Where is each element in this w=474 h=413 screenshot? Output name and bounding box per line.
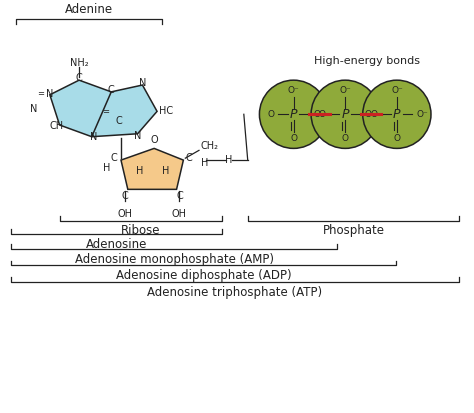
Circle shape	[259, 80, 328, 148]
Text: H: H	[136, 166, 143, 176]
Text: N: N	[29, 104, 37, 114]
Text: O: O	[370, 110, 377, 119]
Text: Adenosine monophosphate (AMP): Adenosine monophosphate (AMP)	[74, 253, 273, 266]
Text: C: C	[108, 85, 115, 95]
Text: O⁻: O⁻	[288, 86, 300, 95]
Text: H: H	[162, 166, 170, 176]
Text: O: O	[290, 134, 297, 143]
Text: High-energy bonds: High-energy bonds	[314, 56, 419, 66]
Text: HC: HC	[159, 107, 173, 116]
Text: N: N	[134, 131, 141, 141]
Text: =: =	[37, 89, 45, 98]
Text: Adenosine diphosphate (ADP): Adenosine diphosphate (ADP)	[116, 269, 291, 282]
Circle shape	[311, 80, 379, 148]
Text: N: N	[90, 132, 97, 142]
Text: C: C	[116, 116, 122, 126]
Text: O: O	[150, 135, 158, 145]
Text: O: O	[365, 110, 372, 119]
Text: H: H	[225, 155, 232, 165]
Text: =: =	[102, 107, 109, 116]
Polygon shape	[50, 80, 118, 137]
Text: O⁻: O⁻	[391, 86, 403, 95]
Text: CH₂: CH₂	[201, 141, 219, 152]
Text: O: O	[342, 134, 349, 143]
Text: N: N	[46, 89, 54, 99]
Text: P: P	[393, 108, 401, 121]
Text: O⁻: O⁻	[416, 110, 428, 119]
Text: C: C	[185, 153, 192, 163]
Text: Adenosine triphosphate (ATP): Adenosine triphosphate (ATP)	[147, 286, 323, 299]
Text: O⁻: O⁻	[339, 86, 351, 95]
Text: H: H	[103, 163, 110, 173]
Text: Phosphate: Phosphate	[322, 224, 384, 237]
Polygon shape	[92, 85, 157, 137]
Text: H: H	[201, 158, 208, 168]
Text: O: O	[393, 134, 401, 143]
Text: Adenosine: Adenosine	[86, 238, 147, 251]
Text: C: C	[176, 191, 183, 201]
Text: O: O	[319, 110, 326, 119]
Circle shape	[363, 80, 431, 148]
Text: C: C	[76, 73, 82, 83]
Text: P: P	[290, 108, 297, 121]
Text: OH: OH	[172, 209, 187, 219]
Text: C: C	[110, 153, 117, 163]
Text: N: N	[139, 78, 146, 88]
Text: Adenine: Adenine	[65, 3, 113, 16]
Text: CH: CH	[50, 121, 64, 131]
Text: Ribose: Ribose	[121, 224, 161, 237]
Text: C: C	[121, 191, 128, 201]
Text: O: O	[267, 110, 274, 119]
Text: NH₂: NH₂	[70, 58, 88, 68]
Text: OH: OH	[118, 209, 132, 219]
Polygon shape	[121, 148, 183, 189]
Text: P: P	[341, 108, 349, 121]
Text: O: O	[313, 110, 320, 119]
